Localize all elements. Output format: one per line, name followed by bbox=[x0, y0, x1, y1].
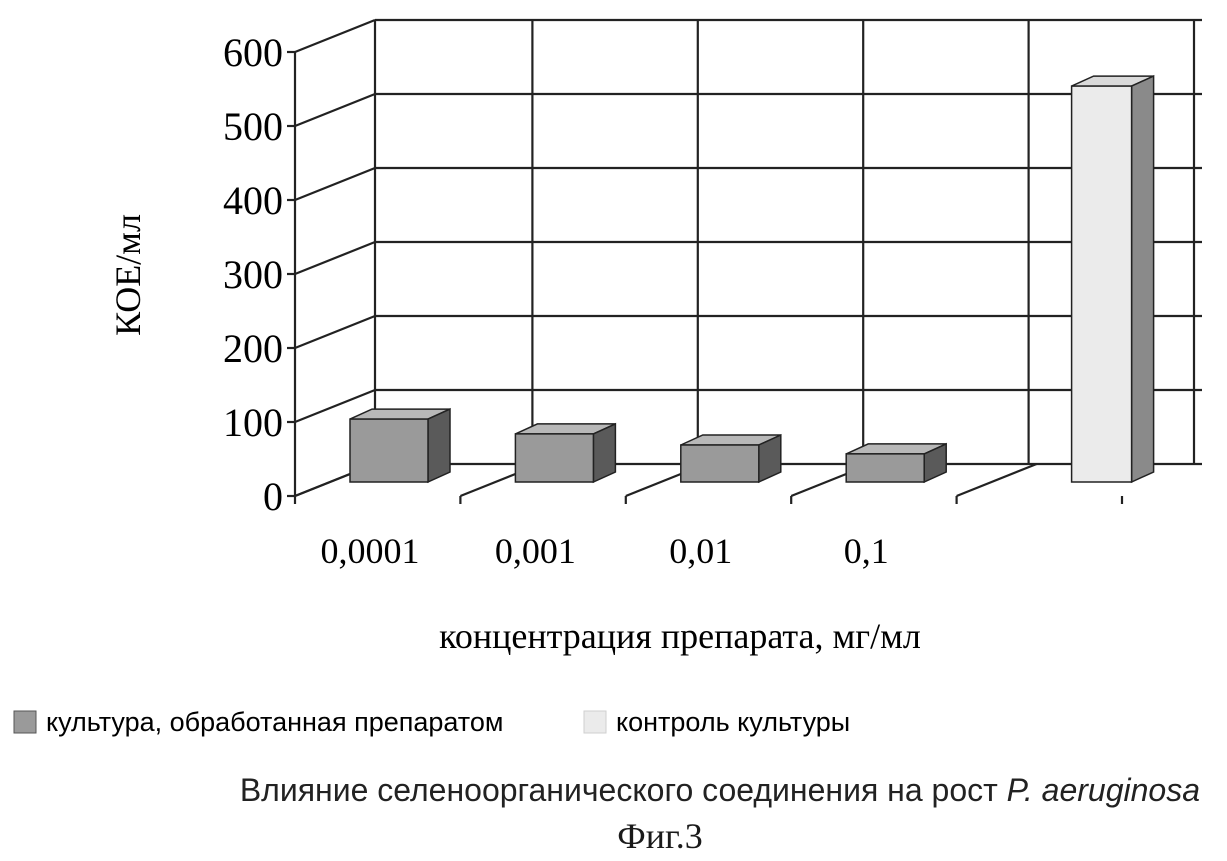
y-axis-title: КОЕ/мл bbox=[108, 214, 148, 336]
bar bbox=[681, 435, 781, 482]
bar-side bbox=[428, 409, 450, 482]
gridline-side bbox=[295, 242, 375, 274]
bar-side bbox=[593, 424, 615, 482]
x-tick-label: 0,001 bbox=[495, 531, 576, 571]
bars bbox=[350, 76, 1154, 482]
caption-text: Влияние селеноорганического соединения н… bbox=[240, 772, 998, 808]
y-tick-label: 200 bbox=[223, 326, 283, 371]
y-tick-label: 500 bbox=[223, 104, 283, 149]
gridline-side bbox=[295, 168, 375, 200]
bar-front bbox=[1072, 86, 1132, 482]
legend-swatch bbox=[14, 711, 36, 733]
bar bbox=[846, 444, 946, 482]
y-axis-ticks: 0 100 200 300 400 500 600 bbox=[223, 30, 283, 519]
gridline-side bbox=[295, 20, 375, 52]
bar bbox=[350, 409, 450, 482]
x-tick-label: 0,01 bbox=[669, 531, 732, 571]
caption-organism: P. aeruginosa bbox=[1007, 772, 1200, 808]
legend-label: контроль культуры bbox=[616, 707, 850, 737]
bar-front bbox=[681, 445, 759, 482]
legend-item: культура, обработанная препаратом bbox=[14, 707, 503, 737]
bar bbox=[1072, 76, 1154, 482]
bar-front bbox=[515, 434, 593, 482]
bar-side bbox=[1132, 76, 1154, 482]
y-tick-label: 600 bbox=[223, 30, 283, 75]
bar-front bbox=[350, 419, 428, 482]
x-tick-label: 0,0001 bbox=[321, 531, 420, 571]
floor-diagonal bbox=[957, 464, 1037, 496]
legend: культура, обработанная препаратом контрол… bbox=[14, 707, 850, 737]
legend-label: культура, обработанная препаратом bbox=[46, 707, 503, 737]
figure-label: Фиг.3 bbox=[560, 815, 760, 857]
bar-front bbox=[846, 454, 924, 482]
y-tick-label: 300 bbox=[223, 252, 283, 297]
legend-swatch bbox=[584, 711, 606, 733]
figure-caption: Влияние селеноорганического соединения н… bbox=[0, 772, 1200, 809]
x-tick-label: 0,1 bbox=[844, 531, 889, 571]
y-tick-label: 100 bbox=[223, 400, 283, 445]
bar bbox=[515, 424, 615, 482]
gridline-side bbox=[295, 94, 375, 126]
y-tick-label: 400 bbox=[223, 178, 283, 223]
y-tick-label: 0 bbox=[263, 474, 283, 519]
x-axis-title: концентрация препарата, мг/мл bbox=[439, 616, 921, 656]
legend-item: контроль культуры bbox=[584, 707, 850, 737]
x-axis-ticks: 0,0001 0,001 0,01 0,1 bbox=[321, 531, 889, 571]
gridline-side bbox=[295, 316, 375, 348]
